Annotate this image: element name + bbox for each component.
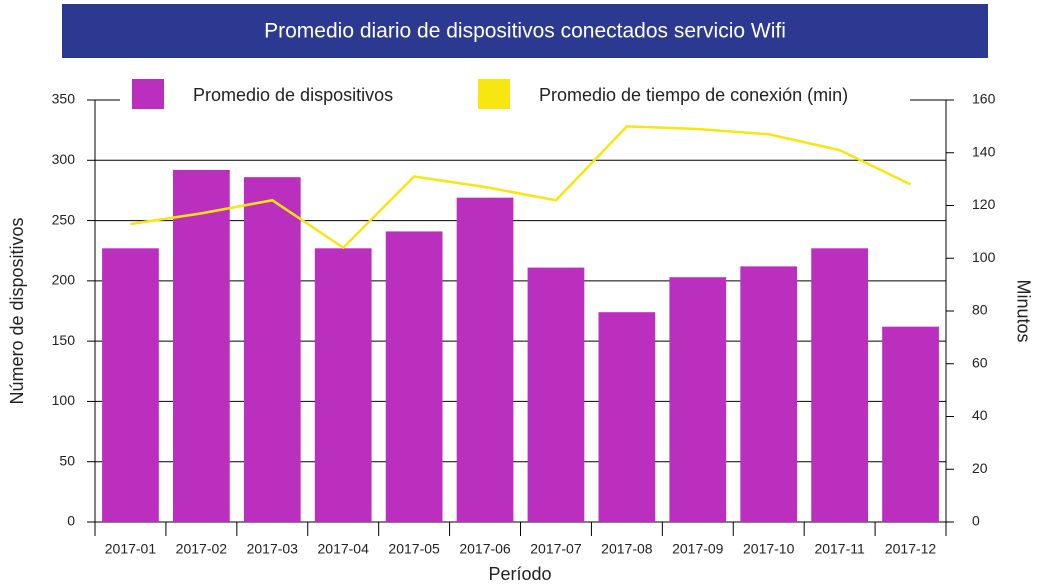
legend-label: Promedio de tiempo de conexión (min) xyxy=(539,85,848,105)
line xyxy=(130,125,912,250)
x-tick-label: 2017-12 xyxy=(885,541,937,557)
y-tick-label: 50 xyxy=(59,452,75,468)
y-axis-label: Número de dispositivos xyxy=(7,217,27,404)
y2-tick-label: 160 xyxy=(972,91,996,107)
legend-label: Promedio de dispositivos xyxy=(193,85,393,105)
bar xyxy=(598,312,656,522)
y2-tick-label: 40 xyxy=(972,407,988,423)
bar xyxy=(669,277,727,522)
x-tick-label: 2017-06 xyxy=(459,541,511,557)
title-banner xyxy=(62,4,988,58)
y-tick-label: 200 xyxy=(52,272,76,288)
bar xyxy=(527,267,585,522)
y2-tick-label: 0 xyxy=(972,513,980,529)
y-tick-label: 250 xyxy=(52,211,76,227)
y2-tick-label: 120 xyxy=(972,196,996,212)
y-tick-label: 150 xyxy=(52,332,76,348)
x-tick-label: 2017-05 xyxy=(388,541,440,557)
y2-tick-label: 60 xyxy=(972,354,988,370)
x-tick-label: 2017-09 xyxy=(672,541,724,557)
y2-tick-label: 100 xyxy=(972,249,996,265)
y-tick-label: 0 xyxy=(67,513,75,529)
bar xyxy=(456,197,514,523)
x-tick-label: 2017-03 xyxy=(247,541,299,557)
x-tick-label: 2017-07 xyxy=(530,541,582,557)
chart-title: Promedio diario de dispositivos conectad… xyxy=(264,20,786,43)
y2-tick-label: 140 xyxy=(972,143,996,159)
y-tick-label: 100 xyxy=(52,392,76,408)
x-tick-label: 2017-10 xyxy=(743,541,795,557)
x-tick-label: 2017-04 xyxy=(318,541,370,557)
bar xyxy=(314,248,372,522)
x-tick-label: 2017-11 xyxy=(814,541,865,557)
bar xyxy=(173,169,230,522)
x-tick-label: 2017-01 xyxy=(105,541,157,557)
legend-swatch xyxy=(132,79,164,109)
bar xyxy=(102,248,159,522)
legend-bg xyxy=(120,76,910,114)
y2-tick-label: 20 xyxy=(972,460,988,476)
legend-swatch xyxy=(478,79,510,109)
bar xyxy=(882,326,939,522)
x-tick-label: 2017-02 xyxy=(176,541,228,557)
bar xyxy=(243,177,301,522)
y2-tick-label: 80 xyxy=(972,302,988,318)
y-tick-label: 300 xyxy=(52,151,76,167)
x-axis-label: Período xyxy=(488,564,551,584)
bar xyxy=(740,266,798,522)
y2-axis-label: Minutos xyxy=(1013,279,1033,342)
bar xyxy=(385,231,443,522)
y-tick-label: 350 xyxy=(52,91,76,107)
x-tick-label: 2017-08 xyxy=(601,541,653,557)
bar xyxy=(811,248,868,522)
